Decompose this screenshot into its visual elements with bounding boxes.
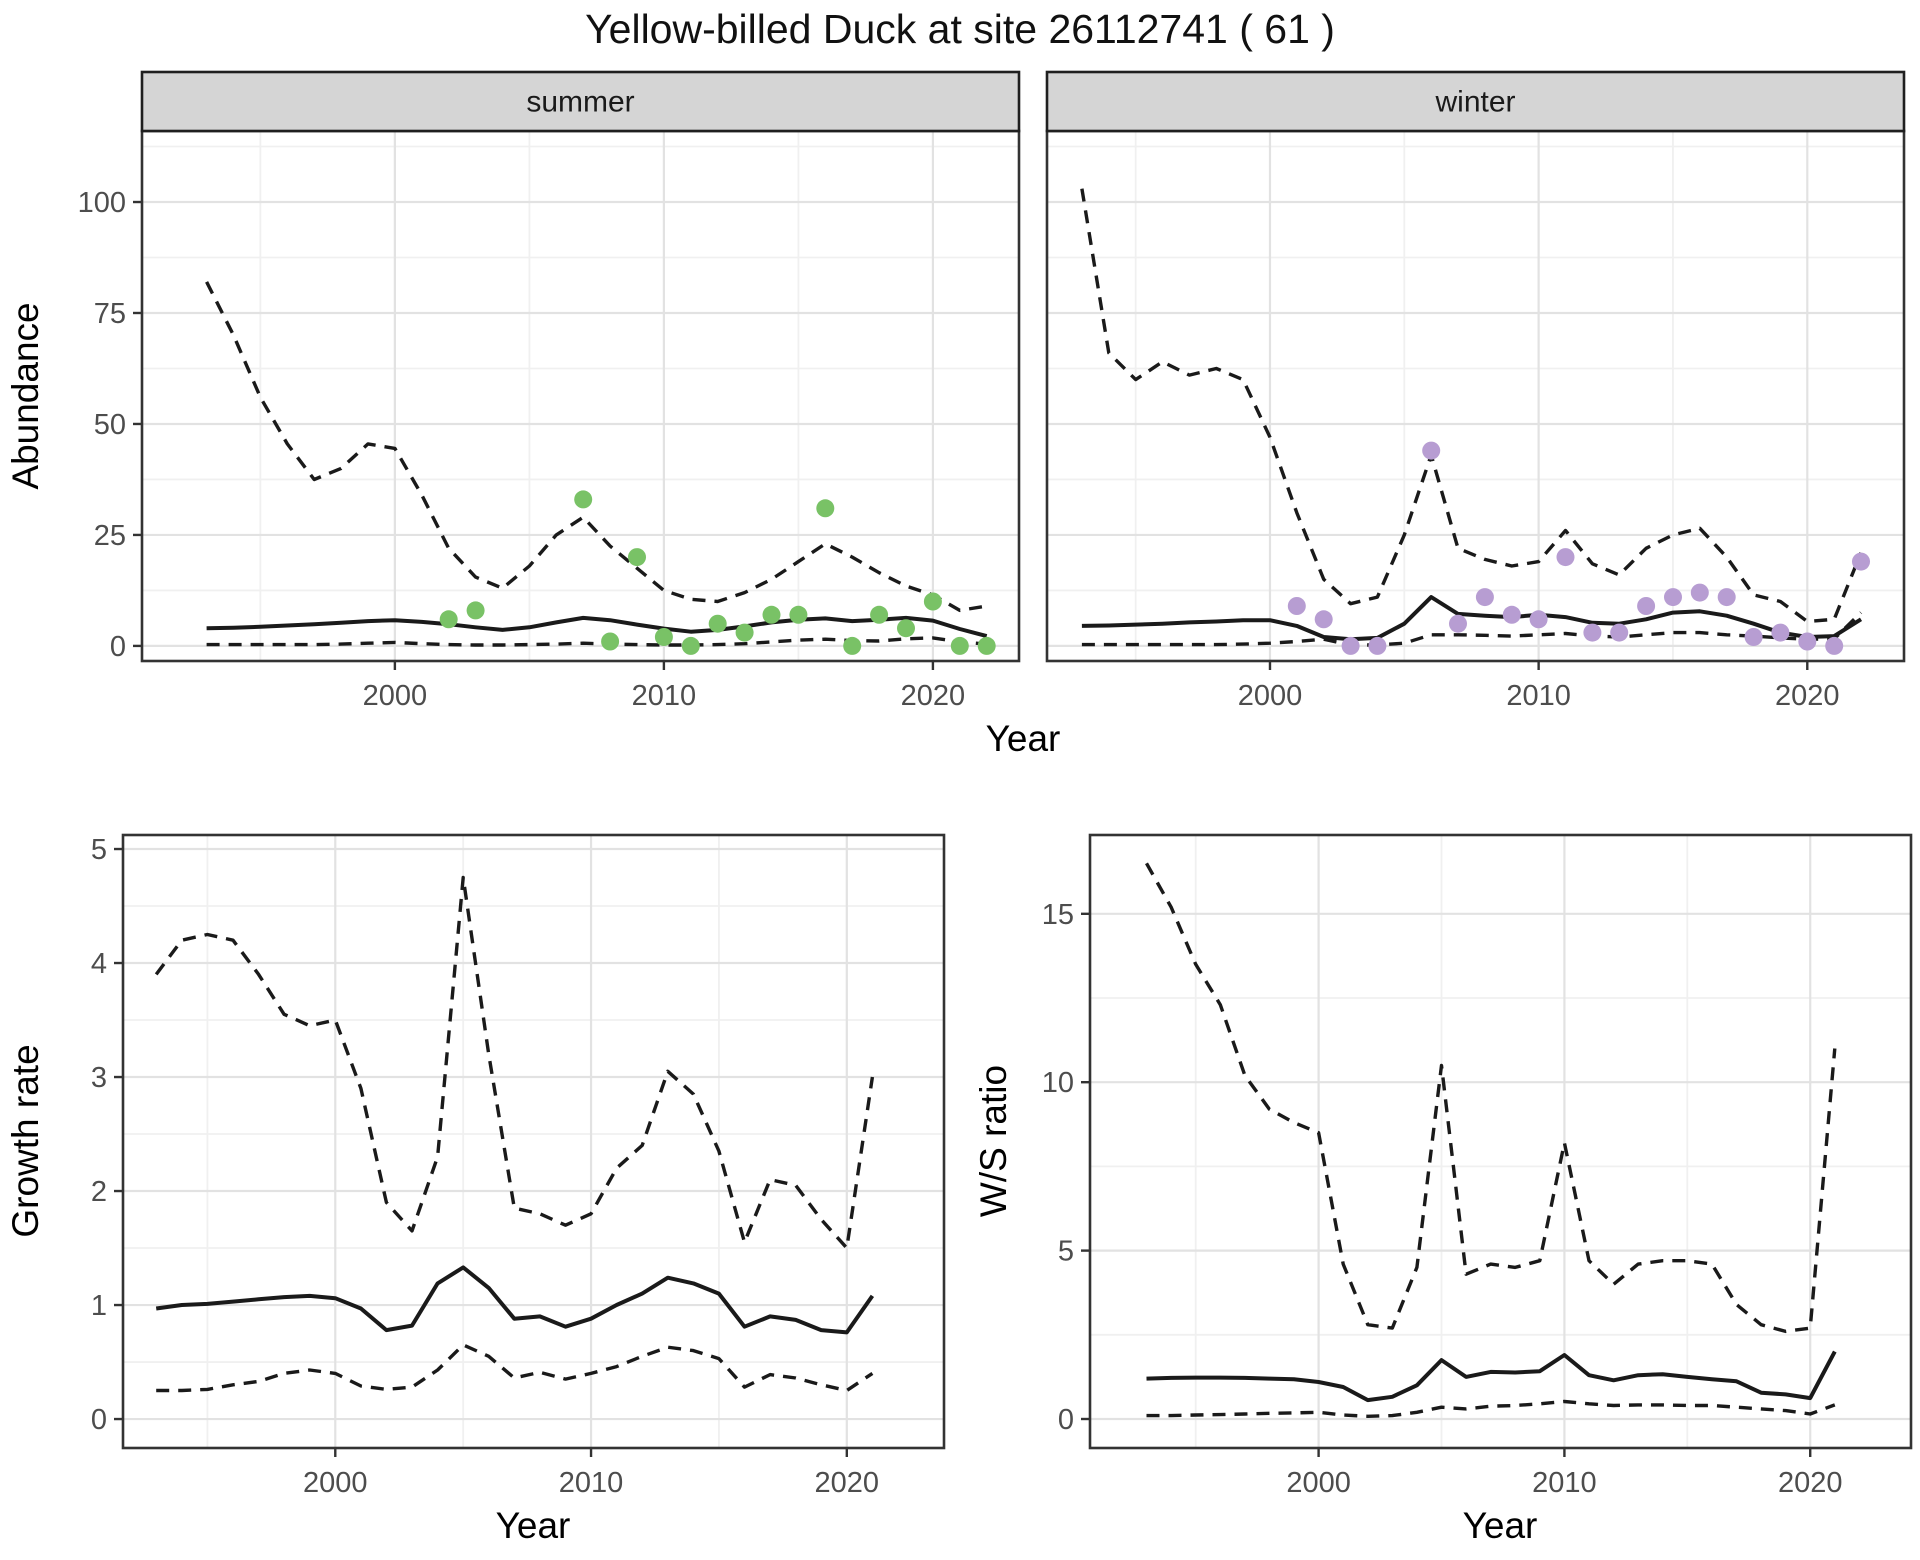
y-axis-title-abundance: Abundance xyxy=(5,302,46,489)
data-point xyxy=(950,636,969,655)
x-tick-label: 2010 xyxy=(632,680,697,712)
abundance-winter-upper-95ci-line xyxy=(1080,188,1863,624)
data-point xyxy=(1825,636,1844,655)
x-axis-title-year-top: Year xyxy=(986,718,1061,759)
growth-rate-lower-95ci-line xyxy=(156,1343,874,1393)
data-point xyxy=(654,628,673,646)
y-tick-label: 15 xyxy=(1042,899,1074,931)
x-tick-label: 2020 xyxy=(815,1467,880,1499)
data-point xyxy=(1744,628,1763,646)
data-point xyxy=(1287,597,1306,615)
x-axis-title-year-growth: Year xyxy=(496,1505,571,1546)
abundance-summer-upper-95ci-line xyxy=(205,281,987,613)
x-tick-label: 2000 xyxy=(303,1467,368,1499)
data-point xyxy=(1664,588,1682,607)
facet-strip-summer xyxy=(140,70,1021,133)
x-tick-label: 2000 xyxy=(1286,1467,1351,1499)
data-point xyxy=(1610,623,1629,642)
ws-ratio-panel-bg xyxy=(1090,835,1911,1448)
data-point xyxy=(1475,588,1494,607)
y-tick-label: 75 xyxy=(94,298,126,330)
y-axis-title-ws-ratio: W/S ratio xyxy=(973,1065,1014,1217)
x-tick-label: 2020 xyxy=(1775,680,1840,712)
data-point xyxy=(1798,632,1817,651)
data-point xyxy=(1529,610,1548,629)
facet-label-summer: summer xyxy=(526,86,634,119)
data-point xyxy=(1368,636,1387,655)
data-point xyxy=(1637,597,1656,615)
data-point xyxy=(977,636,996,655)
x-tick-label: 2010 xyxy=(1532,1467,1597,1499)
data-point xyxy=(708,614,727,633)
data-point xyxy=(1690,583,1709,602)
data-point xyxy=(439,610,458,629)
x-tick-label: 2010 xyxy=(1506,680,1571,712)
y-tick-label: 10 xyxy=(1042,1067,1074,1099)
x-tick-label: 2000 xyxy=(1238,680,1303,712)
data-point xyxy=(1717,588,1736,607)
y-tick-label: 5 xyxy=(1058,1236,1074,1268)
data-point xyxy=(923,592,942,611)
y-tick-label: 1 xyxy=(91,1290,107,1322)
growth-rate-panel-border xyxy=(121,833,946,1450)
data-point xyxy=(628,548,646,567)
data-point xyxy=(789,605,808,624)
growth-rate-panel-bg xyxy=(123,835,944,1448)
abundance-summer-panel-bg xyxy=(142,131,1019,661)
ws-ratio-upper-95ci-line xyxy=(1145,862,1837,1334)
data-point xyxy=(1583,623,1602,642)
x-axis-title-year-ws: Year xyxy=(1463,1505,1538,1546)
y-tick-label: 3 xyxy=(91,1062,107,1094)
x-tick-label: 2020 xyxy=(901,680,966,712)
abundance-winter-panel: winter 2000 2010 2020 xyxy=(1045,70,1906,712)
y-tick-label: 0 xyxy=(110,631,126,663)
x-tick-label: 2020 xyxy=(1778,1467,1843,1499)
y-tick-label: 25 xyxy=(94,520,126,552)
data-point xyxy=(601,632,620,651)
observed-counts-winter xyxy=(1287,441,1870,655)
abundance-winter-panel-bg xyxy=(1047,131,1904,661)
data-point xyxy=(816,499,835,518)
data-point xyxy=(681,636,700,655)
data-point xyxy=(1341,636,1360,655)
y-tick-label: 100 xyxy=(78,187,126,219)
y-tick-label: 0 xyxy=(1058,1404,1074,1436)
page-title: Yellow-billed Duck at site 26112741 ( 61… xyxy=(585,6,1335,52)
ws-ratio-panel-border xyxy=(1088,833,1913,1450)
y-tick-label: 2 xyxy=(91,1176,107,1208)
ws-ratio-lower-95ci-line xyxy=(1146,1399,1836,1418)
y-axis-title-growth-rate: Growth rate xyxy=(5,1044,46,1237)
ws-ratio-panel: 2000 2010 2020 0 5 10 15 xyxy=(1042,833,1913,1499)
data-point xyxy=(1771,623,1790,642)
y-tick-label: 50 xyxy=(94,409,126,441)
data-point xyxy=(466,601,485,620)
facet-label-winter: winter xyxy=(1434,86,1515,119)
growth-rate-panel: 2000 2010 2020 0 1 2 3 4 5 xyxy=(91,833,946,1499)
data-point xyxy=(1556,548,1575,567)
data-point xyxy=(1852,552,1870,571)
growth-rate-median-line xyxy=(155,1265,875,1335)
y-tick-label: 0 xyxy=(91,1404,107,1436)
data-point xyxy=(1449,614,1467,633)
y-tick-label: 5 xyxy=(91,834,107,866)
data-point xyxy=(1314,610,1333,629)
data-point xyxy=(762,605,781,624)
data-point xyxy=(897,619,915,638)
abundance-summer-panel: summer 2000 2010 2020 0 25 50 75 100 xyxy=(78,70,1021,712)
data-point xyxy=(574,490,593,509)
data-point xyxy=(843,636,862,655)
abundance-summer-median-line xyxy=(206,615,988,639)
y-tick-label: 4 xyxy=(91,948,107,980)
data-point xyxy=(870,605,889,624)
facet-strip-winter xyxy=(1045,70,1906,133)
data-point xyxy=(735,623,754,642)
data-point xyxy=(1422,441,1441,460)
x-tick-label: 2000 xyxy=(363,680,428,712)
data-point xyxy=(1502,605,1521,624)
abundance-winter-median-line xyxy=(1081,595,1863,642)
x-tick-label: 2010 xyxy=(559,1467,624,1499)
ws-ratio-median-line xyxy=(1146,1350,1837,1403)
observed-counts-summer xyxy=(439,490,996,655)
